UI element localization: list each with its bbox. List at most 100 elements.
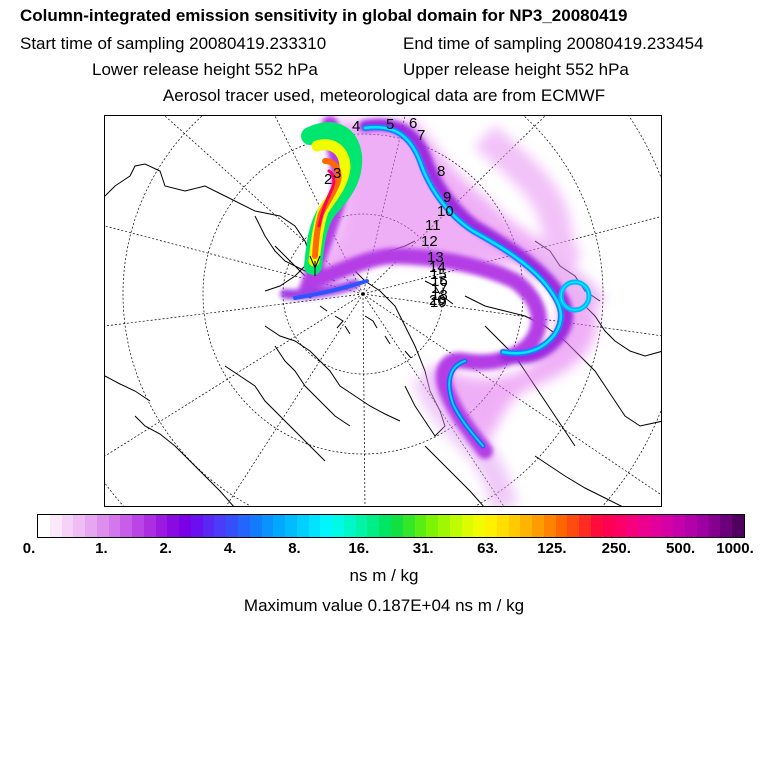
colorbar-segment <box>190 515 203 537</box>
colorbar-segment <box>355 515 368 537</box>
colorbar-segment <box>120 515 133 537</box>
traj-label: 15 <box>430 266 447 283</box>
colorbar-segment <box>555 515 568 537</box>
colorbar-segment <box>179 515 191 537</box>
colorbar-segment <box>449 515 462 537</box>
colorbar-segment <box>202 515 215 537</box>
colorbar-segment <box>638 515 650 537</box>
sensitivity-map: 2 3 4 5 6 7 8 9 10 11 12 13 14 15 16 17 … <box>104 115 662 507</box>
traj-label: 14 <box>429 259 446 276</box>
colorbar-segment <box>390 515 403 537</box>
colorbar-segment <box>167 515 180 537</box>
colorbar-segment <box>249 515 262 537</box>
traj-label: 18 <box>431 287 448 304</box>
colorbar-segment <box>590 515 603 537</box>
traj-label: 6 <box>409 116 417 132</box>
colorbar-segment <box>226 515 239 537</box>
upper-release-height: Upper release height 552 hPa <box>403 60 629 79</box>
traj-label: 5 <box>386 116 394 133</box>
end-time: End time of sampling 20080419.233454 <box>403 34 704 53</box>
colorbar-tick-label: 250. <box>601 540 631 557</box>
colorbar-segment <box>673 515 686 537</box>
colorbar-tick-label: 1000. <box>716 540 754 557</box>
colorbar-tick-label: 8. <box>288 540 301 557</box>
colorbar-tick-label: 125. <box>537 540 567 557</box>
traj-label: 16 <box>431 273 448 290</box>
colorbar-segment <box>261 515 274 537</box>
colorbar-segment <box>496 515 509 537</box>
colorbar-segment <box>73 515 86 537</box>
colorbar-segment <box>508 515 521 537</box>
traj-label: 19 <box>430 294 447 311</box>
traj-label: 20 <box>429 292 446 309</box>
traj-label: 17 <box>431 280 448 297</box>
traj-label: 7 <box>417 127 425 144</box>
traj-label: 11 <box>425 217 441 234</box>
colorbar-segment <box>614 515 627 537</box>
colorbar-segment <box>461 515 474 537</box>
colorbar-segment <box>332 515 344 537</box>
traj-label: 8 <box>437 163 445 180</box>
colorbar-tick-label: 63. <box>477 540 498 557</box>
colorbar-tick-label: 16. <box>348 540 370 557</box>
colorbar-segment <box>49 515 62 537</box>
colorbar-unit: ns m / kg <box>349 566 419 585</box>
color-scale-bar <box>37 514 745 538</box>
colorbar-segment <box>685 515 697 537</box>
colorbar-segment <box>602 515 615 537</box>
colorbar-segment <box>38 515 50 537</box>
colorbar-segment <box>708 515 721 537</box>
colorbar-segment <box>438 515 450 537</box>
start-time: Start time of sampling 20080419.233310 <box>20 34 327 53</box>
sampling-time-line: Start time of sampling 20080419.233310 E… <box>0 34 768 56</box>
traj-label: 12 <box>421 233 438 250</box>
colorbar-segment <box>414 515 427 537</box>
colorbar-segment <box>155 515 168 537</box>
traj-label: 9 <box>443 189 451 206</box>
colorbar-segment <box>285 515 297 537</box>
colorbar-tick-label: 4. <box>223 540 237 557</box>
colorbar-segment <box>626 515 639 537</box>
colorbar-segment <box>273 515 286 537</box>
maximum-value: Maximum value 0.187E+04 ns m / kg <box>243 596 525 615</box>
colorbar-segment <box>343 515 356 537</box>
colorbar-segment <box>108 515 121 537</box>
trajectory-labels: 2 3 4 5 6 7 8 9 10 11 12 13 14 15 16 17 … <box>324 116 454 311</box>
colorbar-segment <box>649 515 662 537</box>
release-height-line: Lower release height 552 hPa Upper relea… <box>0 60 768 82</box>
tracer-info: Aerosol tracer used, meteorological data… <box>162 86 606 105</box>
traj-label: 10 <box>437 203 454 220</box>
colorbar-tick-label: 2. <box>159 540 172 557</box>
colorbar-segment <box>296 515 309 537</box>
colorbar-segment <box>402 515 415 537</box>
colorbar-tick-label: 1. <box>95 540 108 557</box>
colorbar-segment <box>308 515 321 537</box>
colorbar-segment <box>543 515 556 537</box>
colorbar-segment <box>532 515 544 537</box>
colorbar-tick-label: 500. <box>666 540 696 557</box>
colorbar-segment <box>520 515 533 537</box>
lower-release-height: Lower release height 552 hPa <box>92 60 318 79</box>
colorbar-segment <box>732 515 744 537</box>
colorbar-segment <box>485 515 497 537</box>
colorbar-segment <box>367 515 380 537</box>
traj-label: 13 <box>427 249 444 266</box>
colorbar-segment <box>426 515 439 537</box>
map-title: Column-integrated emission sensitivity i… <box>20 6 628 25</box>
traj-label: 2 <box>324 171 332 188</box>
colorbar-tick-label: 31. <box>412 540 434 557</box>
sensitivity-plume <box>280 116 605 506</box>
colorbar-segment <box>96 515 109 537</box>
colorbar-segment <box>696 515 709 537</box>
colorbar-segment <box>320 515 333 537</box>
traj-label: 4 <box>352 118 360 135</box>
colorbar-segment <box>473 515 486 537</box>
colorbar-segment <box>132 515 144 537</box>
colorbar-segment <box>85 515 97 537</box>
colorbar-segment <box>661 515 674 537</box>
traj-label: 3 <box>333 165 341 182</box>
colorbar-segment <box>214 515 227 537</box>
colorbar-segment <box>567 515 580 537</box>
colorbar-tick-label: 0. <box>22 540 36 557</box>
colorbar-segment <box>61 515 74 537</box>
